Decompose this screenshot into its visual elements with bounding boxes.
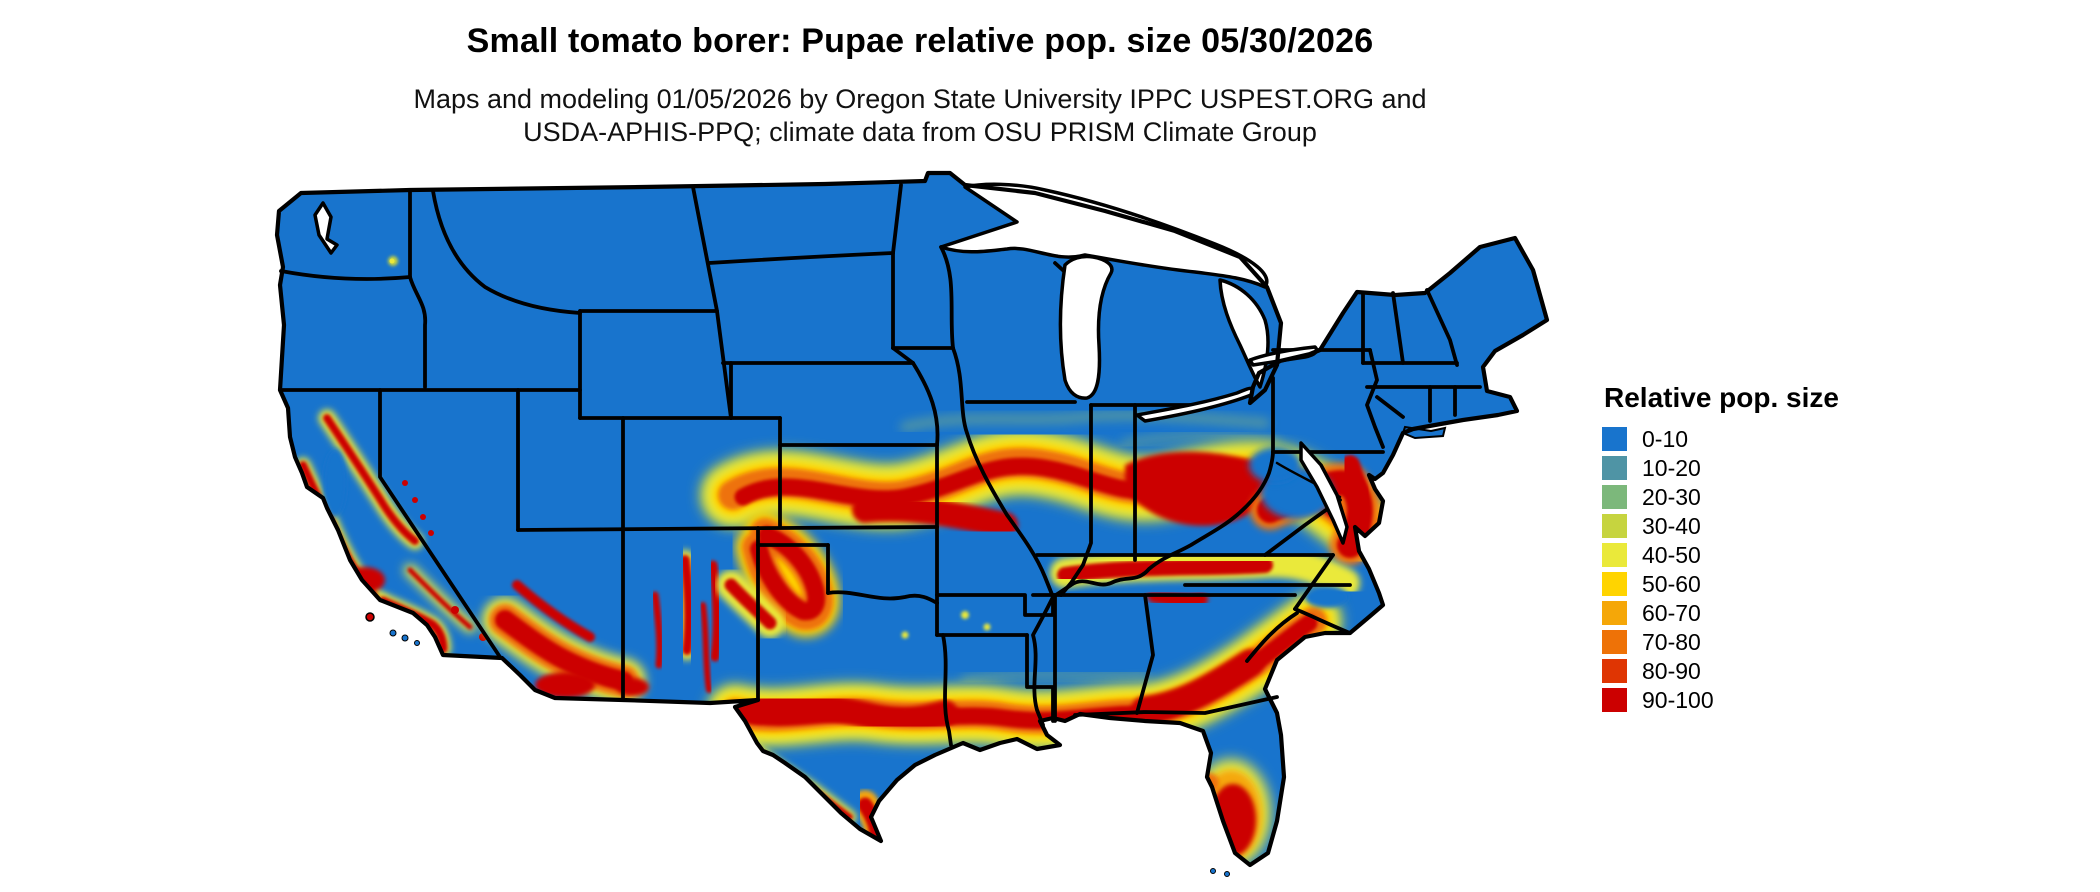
legend-color-swatch xyxy=(1602,658,1627,683)
legend-row: 50-60 xyxy=(1602,569,1839,598)
legend-color-swatch xyxy=(1602,426,1627,451)
us-risk-map xyxy=(265,165,1555,877)
chesapeake-bay xyxy=(1299,441,1349,545)
legend-color-swatch xyxy=(1602,513,1627,538)
legend-range-label: 80-90 xyxy=(1642,657,1701,684)
legend-color-swatch xyxy=(1602,455,1627,480)
legend-row: 10-20 xyxy=(1602,453,1839,482)
lake-superior xyxy=(939,182,1269,289)
legend-range-label: 70-80 xyxy=(1642,628,1701,655)
legend-color-swatch xyxy=(1602,542,1627,567)
legend-color-swatch xyxy=(1602,629,1627,654)
legend-range-label: 50-60 xyxy=(1642,570,1701,597)
legend-range-label: 20-30 xyxy=(1642,483,1701,510)
legend-range-label: 90-100 xyxy=(1642,686,1714,713)
legend-range-label: 30-40 xyxy=(1642,512,1701,539)
legend-range-label: 60-70 xyxy=(1642,599,1701,626)
subtitle-line-2: USDA-APHIS-PPQ; climate data from OSU PR… xyxy=(523,117,1317,147)
heat-layers xyxy=(295,256,1403,865)
legend-color-swatch xyxy=(1602,484,1627,509)
legend-range-label: 0-10 xyxy=(1642,425,1689,452)
legend-row: 20-30 xyxy=(1602,482,1839,511)
legend-range-label: 10-20 xyxy=(1642,454,1701,481)
legend-row: 70-80 xyxy=(1602,627,1839,656)
state-borders xyxy=(278,183,1482,747)
title-block: Small tomato borer: Pupae relative pop. … xyxy=(0,22,1840,149)
legend-items: 0-10 10-20 20-30 30-40 40-50 50-60 60-70… xyxy=(1602,424,1839,714)
page-title: Small tomato borer: Pupae relative pop. … xyxy=(466,22,1374,60)
legend-title: Relative pop. size xyxy=(1604,382,1839,413)
legend-row: 60-70 xyxy=(1602,598,1839,627)
map-subtitle: Maps and modeling 01/05/2026 by Oregon S… xyxy=(0,83,1840,149)
us-map-canvas xyxy=(265,165,1555,877)
subtitle-line-1: Maps and modeling 01/05/2026 by Oregon S… xyxy=(413,84,1427,114)
lake-erie xyxy=(1135,386,1254,423)
legend-color-swatch xyxy=(1602,687,1627,712)
legend: Relative pop. size 0-10 10-20 20-30 30-4… xyxy=(1602,382,1839,714)
legend-row: 0-10 xyxy=(1602,424,1839,453)
islands xyxy=(365,425,1447,877)
legend-row: 30-40 xyxy=(1602,511,1839,540)
great-lakes xyxy=(313,182,1349,545)
legend-row: 40-50 xyxy=(1602,540,1839,569)
legend-range-label: 40-50 xyxy=(1642,541,1701,568)
legend-color-swatch xyxy=(1602,571,1627,596)
puget-sound xyxy=(313,201,339,255)
legend-color-swatch xyxy=(1602,600,1627,625)
lake-michigan xyxy=(1058,254,1114,400)
legend-row: 90-100 xyxy=(1602,685,1839,714)
legend-row: 80-90 xyxy=(1602,656,1839,685)
